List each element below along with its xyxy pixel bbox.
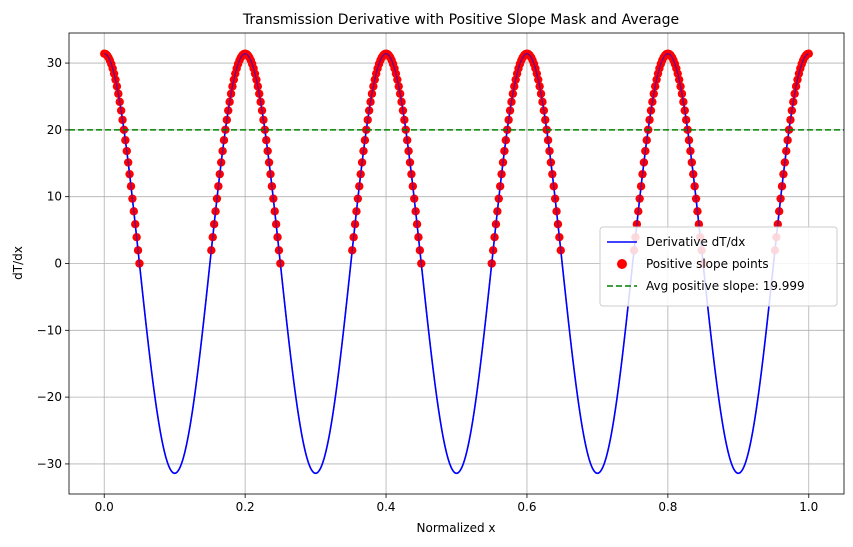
- y-tick-label: −10: [37, 323, 62, 337]
- y-tick-label: −30: [37, 457, 62, 471]
- legend: Derivative dT/dx Positive slope points A…: [599, 226, 838, 307]
- y-tick-label: 10: [47, 190, 62, 204]
- legend-label-average: Avg positive slope: 19.999: [646, 279, 805, 293]
- x-tick-label: 0.6: [517, 500, 536, 514]
- legend-box: [599, 226, 838, 307]
- legend-label-positive-points: Positive slope points: [646, 257, 769, 271]
- x-tick-label: 0.0: [95, 500, 114, 514]
- chart-title: Transmission Derivative with Positive Sl…: [242, 12, 679, 28]
- y-tick-label: 20: [47, 123, 62, 137]
- x-tick-label: 0.2: [236, 500, 255, 514]
- derivative-line-overlay: [104, 53, 809, 474]
- x-axis-label: Normalized x: [417, 521, 496, 535]
- x-tick-label: 0.8: [658, 500, 677, 514]
- y-tick-label: −20: [37, 390, 62, 404]
- y-axis-label: dT/dx: [11, 246, 25, 280]
- legend-label-derivative: Derivative dT/dx: [646, 235, 745, 249]
- x-tick-label: 1.0: [799, 500, 818, 514]
- y-tick-label: 0: [54, 257, 62, 271]
- legend-scatter-swatch: [617, 259, 627, 269]
- axis-ticks: 0.0 0.2 0.4 0.6 0.8 1.0 −30 −20 −10 0 10 20 30: [37, 56, 819, 514]
- x-tick-label: 0.4: [376, 500, 395, 514]
- y-tick-label: 30: [47, 56, 62, 70]
- plot-area: [69, 49, 844, 475]
